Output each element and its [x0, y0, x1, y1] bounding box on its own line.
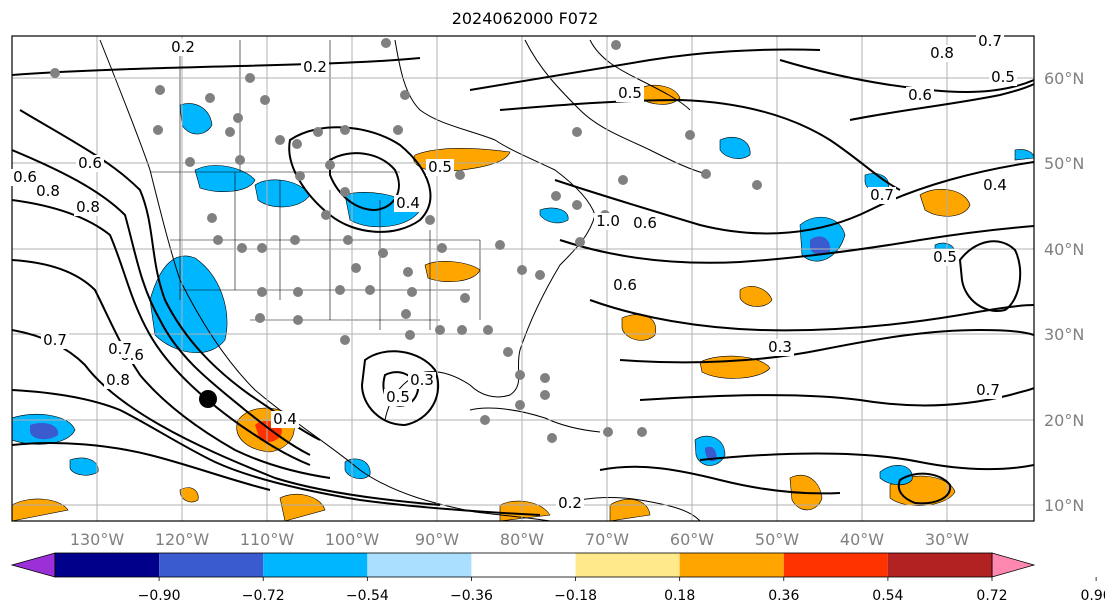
lat-label: 30°N — [1044, 325, 1084, 344]
contour-label: 0.4 — [983, 176, 1007, 194]
lat-label: 60°N — [1044, 69, 1084, 88]
lon-label: 130°W — [70, 530, 125, 549]
lat-label: 20°N — [1044, 411, 1084, 430]
colorbar: −0.90 −0.72 −0.54 −0.36 −0.18 0.18 0.36 0.54 0.7… — [10, 552, 1105, 604]
contour-label: 0.7 — [108, 340, 132, 358]
contour-label: 0.4 — [273, 410, 297, 428]
colorbar-tick-label: 0.54 — [872, 588, 903, 604]
lon-label: 40°W — [840, 530, 884, 549]
contour-label: 0.8 — [36, 182, 60, 200]
contour-label: 0.8 — [930, 44, 954, 62]
latitude-labels: 60°N 50°N 40°N 30°N 20°N 10°N — [1044, 69, 1084, 515]
lat-label: 10°N — [1044, 496, 1084, 515]
contour-label: 0.5 — [428, 158, 452, 176]
contour-label: 0.7 — [976, 381, 1000, 399]
storm-center-marker — [199, 390, 217, 408]
contour-label: 0.6 — [613, 276, 637, 294]
contour-label: 0.2 — [558, 494, 582, 512]
political-borders — [150, 40, 481, 330]
colorbar-outline — [54, 552, 993, 578]
lat-label: 50°N — [1044, 154, 1084, 173]
lon-label: 110°W — [240, 530, 295, 549]
colorbar-tick-label: −0.90 — [138, 588, 181, 604]
lon-label: 120°W — [155, 530, 210, 549]
contour-label: 0.6 — [633, 214, 657, 232]
contour-labels: 0.20.20.20.30.40.40.40.50.50.50.50.60.60… — [11, 32, 1017, 512]
colorbar-segment — [679, 553, 784, 577]
contour-label: 0.7 — [978, 32, 1002, 50]
colorbar-segment — [471, 553, 576, 577]
colorbar-tick-label: −0.18 — [554, 588, 597, 604]
colorbar-tick-label: −0.36 — [450, 588, 493, 604]
contour-label: 0.6 — [13, 168, 37, 186]
contour-label: 0.7 — [870, 186, 894, 204]
colorbar-tick-label: 0.90 — [1081, 588, 1105, 604]
colorbar-tick-label: −0.72 — [242, 588, 285, 604]
lon-label: 60°W — [670, 530, 714, 549]
colorbar-extend-min — [10, 552, 56, 578]
colorbar-segment — [887, 553, 992, 577]
map-title: 2024062000 F072 — [451, 9, 599, 28]
colorbar-tick-label: 0.36 — [768, 588, 799, 604]
station-dots — [50, 38, 762, 443]
lon-label: 90°W — [415, 530, 459, 549]
contour-label: 0.6 — [78, 154, 102, 172]
contour-label: 0.5 — [991, 68, 1015, 86]
contour-label: 0.7 — [43, 331, 67, 349]
colorbar-tick-label: 0.72 — [976, 588, 1007, 604]
contour-label: 0.6 — [908, 86, 932, 104]
colorbar-extend-max — [991, 552, 1036, 578]
colorbar-segment — [263, 553, 368, 577]
colorbar-segment — [367, 553, 472, 577]
lat-label: 40°N — [1044, 240, 1084, 259]
contour-label: 0.5 — [618, 84, 642, 102]
colorbar-segment — [783, 553, 888, 577]
colorbar-segment — [55, 553, 160, 577]
colorbar-tick-label: 0.18 — [664, 588, 695, 604]
lon-label: 30°W — [925, 530, 969, 549]
contour-label: 0.3 — [768, 338, 792, 356]
lon-label: 80°W — [500, 530, 544, 549]
contour-label: 1.0 — [596, 212, 620, 230]
colorbar-segment — [159, 553, 264, 577]
colorbar-segment — [575, 553, 680, 577]
contour-label: 0.5 — [933, 248, 957, 266]
lon-label: 50°W — [755, 530, 799, 549]
contour-lines — [12, 48, 1034, 516]
colorbar-tick-label: −0.54 — [346, 588, 389, 604]
contour-label: 0.4 — [396, 194, 420, 212]
contour-label: 0.8 — [106, 371, 130, 389]
contour-label: 0.3 — [410, 371, 434, 389]
lon-label: 100°W — [325, 530, 380, 549]
lon-label: 70°W — [585, 530, 629, 549]
contour-label: 0.2 — [171, 38, 195, 56]
longitude-labels: 130°W 120°W 110°W 100°W 90°W 80°W 70°W 60°W 50°W… — [70, 530, 969, 549]
map-frame — [11, 35, 1035, 522]
contour-label: 0.8 — [76, 198, 100, 216]
contour-label: 0.2 — [303, 58, 327, 76]
contour-label: 0.5 — [386, 388, 410, 406]
